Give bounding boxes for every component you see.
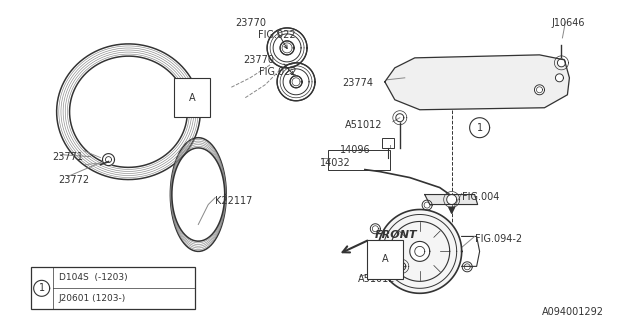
Polygon shape	[425, 195, 477, 204]
Polygon shape	[470, 118, 490, 138]
Text: A51012: A51012	[345, 120, 383, 130]
FancyBboxPatch shape	[382, 138, 394, 148]
Text: 14032: 14032	[320, 158, 351, 168]
Text: A: A	[189, 93, 196, 103]
Polygon shape	[556, 74, 563, 82]
Text: A51012: A51012	[358, 274, 396, 284]
Text: K22117: K22117	[215, 196, 253, 205]
Polygon shape	[398, 262, 406, 270]
FancyBboxPatch shape	[31, 268, 195, 309]
Polygon shape	[280, 41, 294, 55]
Text: J10646: J10646	[552, 18, 585, 28]
Text: 23774: 23774	[342, 78, 373, 88]
Polygon shape	[34, 280, 50, 296]
Text: FIG.022: FIG.022	[259, 67, 297, 77]
Text: FIG.094-2: FIG.094-2	[475, 235, 522, 244]
Text: 1: 1	[38, 283, 45, 293]
Text: 23770: 23770	[243, 55, 274, 65]
Text: 14096: 14096	[340, 145, 371, 155]
Polygon shape	[267, 28, 307, 68]
Text: FRONT: FRONT	[375, 230, 417, 240]
Text: J20601 (1203-): J20601 (1203-)	[59, 294, 126, 303]
Text: D104S  (-1203): D104S (-1203)	[59, 273, 127, 282]
Polygon shape	[462, 262, 472, 272]
Polygon shape	[447, 195, 457, 204]
Polygon shape	[396, 114, 404, 122]
Polygon shape	[534, 85, 545, 95]
FancyBboxPatch shape	[328, 150, 390, 170]
Text: 23771: 23771	[52, 152, 84, 162]
Polygon shape	[378, 210, 461, 293]
Polygon shape	[277, 63, 315, 101]
Polygon shape	[410, 241, 429, 261]
Text: 23772: 23772	[59, 175, 90, 185]
Text: A: A	[381, 254, 388, 264]
Text: FIG.022: FIG.022	[258, 30, 296, 40]
Text: FIG.004: FIG.004	[461, 192, 499, 202]
Polygon shape	[102, 154, 115, 166]
Polygon shape	[422, 200, 432, 210]
Text: 1: 1	[477, 123, 483, 133]
Polygon shape	[557, 59, 565, 67]
Polygon shape	[290, 76, 302, 88]
Polygon shape	[371, 224, 380, 234]
Text: A094001292: A094001292	[541, 307, 604, 317]
Polygon shape	[385, 55, 570, 110]
Text: 23770: 23770	[236, 18, 266, 28]
